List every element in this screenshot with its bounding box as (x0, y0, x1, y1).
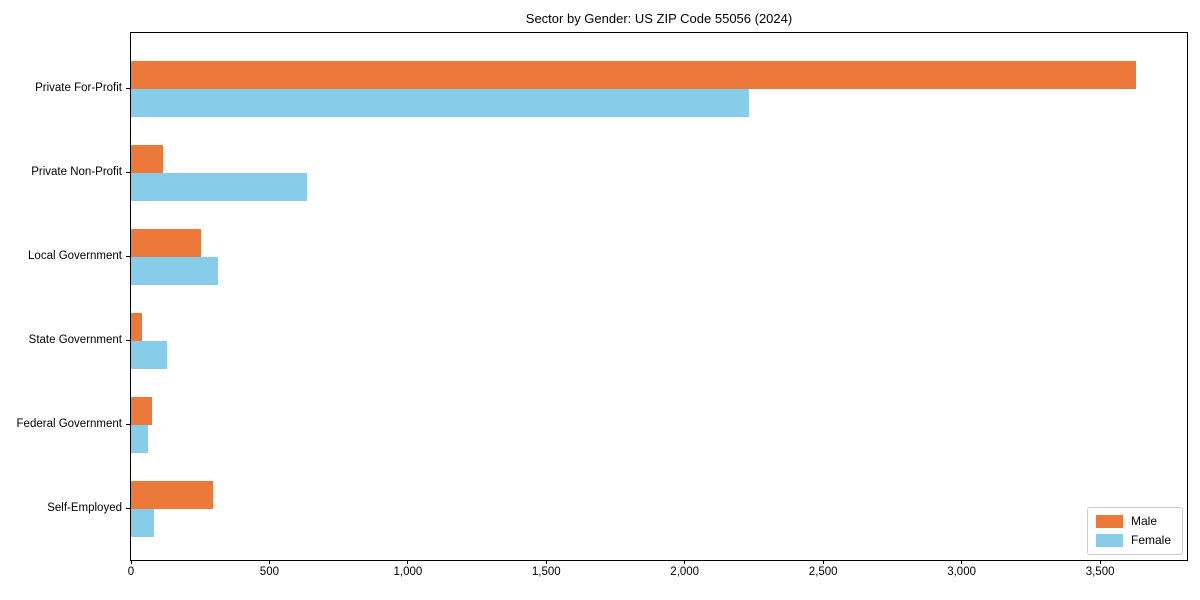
legend-entry-female: Female (1095, 533, 1171, 547)
plot-area: Male Female (130, 32, 1188, 561)
bar-female-1 (131, 173, 308, 201)
bar-female-2 (131, 257, 218, 285)
x-axis-tick (407, 560, 409, 564)
bar-male-1 (131, 145, 164, 173)
bar-female-5 (131, 509, 154, 537)
y-axis-label: Federal Government (16, 418, 122, 430)
bar-male-2 (131, 229, 201, 257)
y-axis-tick (126, 256, 130, 257)
x-axis-tick-label: 3,500 (1085, 566, 1115, 578)
x-axis-tick-label: 500 (259, 566, 279, 578)
y-axis-tick (126, 172, 130, 173)
y-axis-label: State Government (28, 334, 122, 346)
y-axis-tick (126, 88, 130, 89)
x-axis-tick (961, 560, 963, 564)
legend: Male Female (1086, 507, 1183, 555)
x-axis-tick (822, 560, 824, 564)
x-axis-tick-label: 0 (127, 566, 135, 578)
x-axis-tick-label: 2,000 (670, 566, 700, 578)
legend-swatch-male (1095, 515, 1123, 528)
legend-label-male: Male (1130, 514, 1157, 528)
y-axis-tick (126, 508, 130, 509)
legend-swatch-female (1095, 534, 1123, 547)
y-axis-label: Local Government (28, 250, 122, 262)
x-axis-tick-label: 1,500 (531, 566, 561, 578)
bar-female-3 (131, 341, 167, 369)
y-axis-label: Private Non-Profit (31, 166, 122, 178)
y-axis-label: Self-Employed (47, 502, 122, 514)
bar-male-5 (131, 481, 213, 509)
x-axis-tick-label: 2,500 (808, 566, 838, 578)
chart-title: Sector by Gender: US ZIP Code 55056 (202… (525, 11, 793, 26)
legend-entry-male: Male (1095, 514, 1171, 528)
y-axis-tick (126, 424, 130, 425)
x-axis-tick-label: 1,000 (393, 566, 423, 578)
x-axis-tick (268, 560, 270, 564)
y-axis-label: Private For-Profit (35, 82, 122, 94)
x-axis-tick-label: 3,000 (947, 566, 976, 578)
bar-female-0 (131, 89, 749, 117)
x-axis-tick (130, 560, 132, 564)
bar-male-4 (131, 397, 152, 425)
bar-male-0 (131, 61, 1137, 89)
bar-male-3 (131, 313, 143, 341)
x-axis-tick (684, 560, 686, 564)
x-axis-tick (1099, 560, 1101, 564)
x-axis-tick (545, 560, 547, 564)
bar-female-4 (131, 425, 148, 453)
legend-label-female: Female (1130, 533, 1171, 547)
y-axis-tick (126, 340, 130, 341)
